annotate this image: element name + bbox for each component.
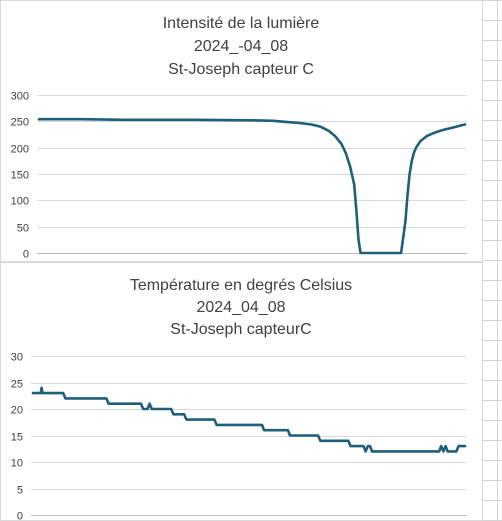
y-tick-label: 5 (17, 485, 23, 497)
y-tick-label: 0 (17, 511, 23, 521)
temperature-chart-canvas: Température en degrés Celsius 2024_04_08… (11, 277, 467, 521)
y-tick-label: 30 (11, 352, 23, 364)
y-tick-label: 200 (11, 144, 29, 156)
y-tick-label: 250 (11, 117, 29, 129)
chart-title-line: 2024_04_08 (197, 299, 286, 316)
y-tick-label: 25 (11, 379, 23, 391)
chart-title-line: 2024_-04_08 (194, 38, 288, 55)
y-tick-label: 100 (11, 196, 29, 208)
y-tick-label: 50 (17, 223, 29, 235)
chart-title-line: Intensité de la lumière (163, 15, 320, 32)
series-line (37, 117, 467, 255)
y-tick-label: 150 (11, 170, 29, 182)
chart-title-line: St-Joseph capteurC (170, 321, 311, 338)
y-tick-label: 15 (11, 432, 23, 444)
chart-title-line: St-Joseph capteur C (168, 61, 314, 78)
y-tick-label: 300 (11, 91, 29, 103)
light-intensity-chart-canvas: Intensité de la lumière 2024_-04_08 St-J… (11, 15, 467, 261)
temperature-chart[interactable]: Température en degrés Celsius 2024_04_08… (0, 262, 483, 521)
light-intensity-chart[interactable]: Intensité de la lumière 2024_-04_08 St-J… (0, 0, 483, 262)
y-tick-label: 20 (11, 405, 23, 417)
series-line (31, 386, 467, 453)
y-tick-label: 0 (23, 249, 29, 261)
chart-title-line: Température en degrés Celsius (130, 277, 352, 294)
y-tick-label: 10 (11, 458, 23, 470)
